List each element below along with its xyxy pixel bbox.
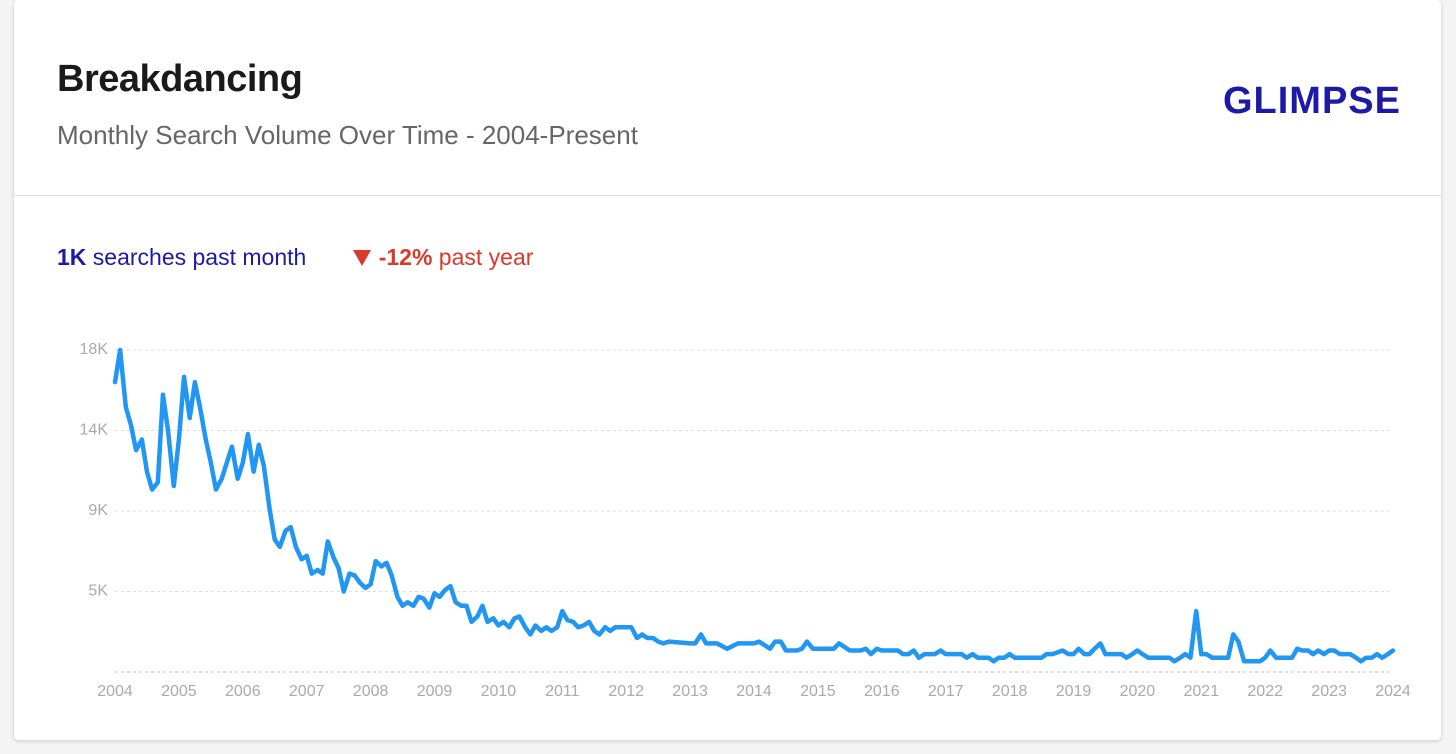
x-tick-label: 2018 xyxy=(992,683,1028,700)
x-tick-label: 2006 xyxy=(225,683,261,700)
down-arrow xyxy=(352,250,371,266)
line xyxy=(112,347,1396,664)
stats: 1K searches past month -12% past year xyxy=(57,244,533,271)
y-tick-label: 18K xyxy=(80,341,109,358)
x-tick-label: 2016 xyxy=(864,683,900,700)
title: Breakdancing xyxy=(57,58,303,100)
x-tick-label: 2021 xyxy=(1184,683,1220,700)
x-tick-label: 2010 xyxy=(481,683,517,700)
x-tick-label: 2023 xyxy=(1311,683,1347,700)
x-tick-label: 2014 xyxy=(736,683,772,700)
x-tick-label: 2024 xyxy=(1375,683,1411,700)
y-tick-label: 9K xyxy=(88,502,108,519)
x-tick-label: 2020 xyxy=(1120,683,1156,700)
change-text: past year xyxy=(438,244,534,270)
x-tick-label: 2007 xyxy=(289,683,325,700)
x-tick-label: 2013 xyxy=(672,683,708,700)
x-tick-label: 2004 xyxy=(97,683,133,700)
y-tick-label: 5K xyxy=(88,583,108,600)
x-tick-label: 2015 xyxy=(800,683,836,700)
divider xyxy=(14,195,1441,196)
x-tick-label: 2012 xyxy=(608,683,644,700)
volume: 1K xyxy=(57,244,87,270)
x-tick-label: 2022 xyxy=(1247,683,1283,700)
x-tick-label: 2008 xyxy=(353,683,389,700)
subtitle: Monthly Search Volume Over Time - 2004-P… xyxy=(57,120,638,150)
y-tick-label: 14K xyxy=(80,422,109,439)
volume-text: searches past month xyxy=(92,244,307,270)
x-tick-label: 2011 xyxy=(545,683,580,700)
change: -12% xyxy=(378,244,433,270)
x-tick-label: 2017 xyxy=(928,683,964,700)
logo: GLIMPSE xyxy=(1222,80,1401,122)
x-tick-label: 2009 xyxy=(417,683,453,700)
card: Breakdancing Monthly Search Volume Over … xyxy=(14,0,1441,740)
x-tick-label: 2019 xyxy=(1056,683,1092,700)
x-tick-label: 2005 xyxy=(161,683,197,700)
